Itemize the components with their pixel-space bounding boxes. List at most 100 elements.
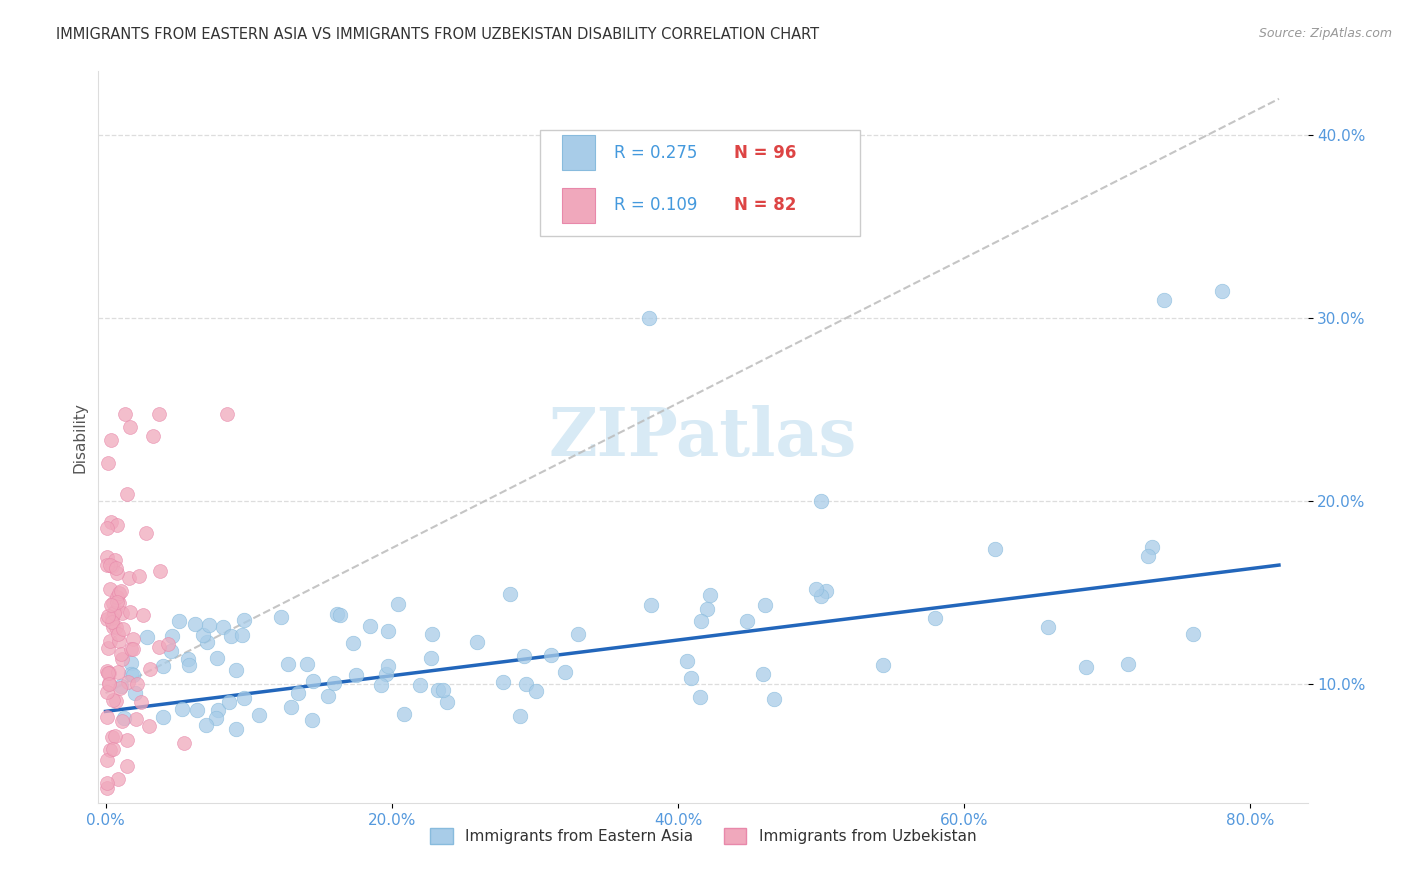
Point <box>104 694 127 708</box>
Point <box>344 667 367 681</box>
Point <box>329 607 352 622</box>
Point <box>139 662 162 676</box>
Point <box>107 586 129 600</box>
Point <box>103 620 125 634</box>
Point <box>1074 660 1097 674</box>
Point <box>1136 549 1159 563</box>
Point <box>135 630 157 644</box>
Point <box>132 607 155 622</box>
Point <box>696 602 718 616</box>
Legend: Immigrants from Eastern Asia, Immigrants from Uzbekistan: Immigrants from Eastern Asia, Immigrants… <box>423 822 983 850</box>
Point <box>104 604 127 618</box>
Point <box>105 591 128 605</box>
Point <box>419 651 441 665</box>
Point <box>97 676 120 690</box>
Point <box>97 665 120 680</box>
Point <box>138 718 160 732</box>
Point <box>217 407 239 421</box>
Point <box>152 659 174 673</box>
Point <box>173 736 195 750</box>
Point <box>111 714 134 729</box>
Point <box>763 692 786 706</box>
Point <box>100 434 122 448</box>
Point <box>103 693 125 707</box>
Point <box>640 598 662 612</box>
Point <box>515 677 537 691</box>
Point <box>135 526 157 541</box>
Point <box>326 607 349 621</box>
Point <box>232 691 254 706</box>
Point <box>96 664 118 678</box>
Point <box>120 420 142 434</box>
Point <box>97 641 120 656</box>
Point <box>111 607 134 621</box>
Point <box>104 729 127 743</box>
Point <box>1181 627 1204 641</box>
Point <box>124 686 146 700</box>
Y-axis label: Disability: Disability <box>72 401 87 473</box>
Point <box>98 633 121 648</box>
Point <box>427 682 450 697</box>
Point <box>96 684 118 698</box>
Bar <box>561 187 595 223</box>
Point <box>295 657 318 671</box>
Point <box>280 700 302 714</box>
Point <box>107 595 129 609</box>
Point <box>152 710 174 724</box>
Point <box>754 598 776 612</box>
Point <box>104 560 127 574</box>
Point <box>1118 657 1140 671</box>
Point <box>374 666 396 681</box>
Point <box>110 583 132 598</box>
Point <box>432 682 454 697</box>
Point <box>98 558 121 572</box>
Point <box>735 615 758 629</box>
Point <box>98 582 121 596</box>
Point <box>681 671 703 685</box>
Point <box>387 597 409 611</box>
Point <box>316 689 339 703</box>
Point <box>1036 620 1059 634</box>
Point <box>96 753 118 767</box>
Point <box>169 614 191 628</box>
Point <box>195 717 218 731</box>
Point <box>342 636 364 650</box>
Point <box>112 711 135 725</box>
Point <box>110 647 132 661</box>
Point <box>509 708 531 723</box>
Point <box>103 596 125 610</box>
Point <box>103 606 125 620</box>
Point <box>127 677 149 691</box>
Point <box>104 553 127 567</box>
Point <box>98 743 121 757</box>
Point <box>810 494 832 508</box>
Point <box>752 666 775 681</box>
Point <box>277 657 299 672</box>
Point <box>436 695 458 709</box>
Point <box>103 741 125 756</box>
Point <box>96 520 118 534</box>
Point <box>197 617 219 632</box>
Point <box>117 733 139 747</box>
Point <box>207 702 229 716</box>
Point <box>117 674 139 689</box>
Point <box>107 665 129 679</box>
Point <box>121 632 143 646</box>
Point <box>96 612 118 626</box>
Point <box>97 665 120 680</box>
Point <box>247 707 270 722</box>
Text: N = 96: N = 96 <box>734 144 797 161</box>
Point <box>394 706 416 721</box>
Point <box>142 428 165 442</box>
Point <box>118 571 141 585</box>
Point <box>110 681 132 695</box>
Point <box>105 566 128 581</box>
Point <box>231 628 253 642</box>
Point <box>149 564 172 578</box>
Point <box>675 654 697 668</box>
Point <box>100 515 122 529</box>
Point <box>225 722 247 736</box>
Text: R = 0.275: R = 0.275 <box>613 144 697 161</box>
Point <box>323 676 346 690</box>
Point <box>924 611 946 625</box>
